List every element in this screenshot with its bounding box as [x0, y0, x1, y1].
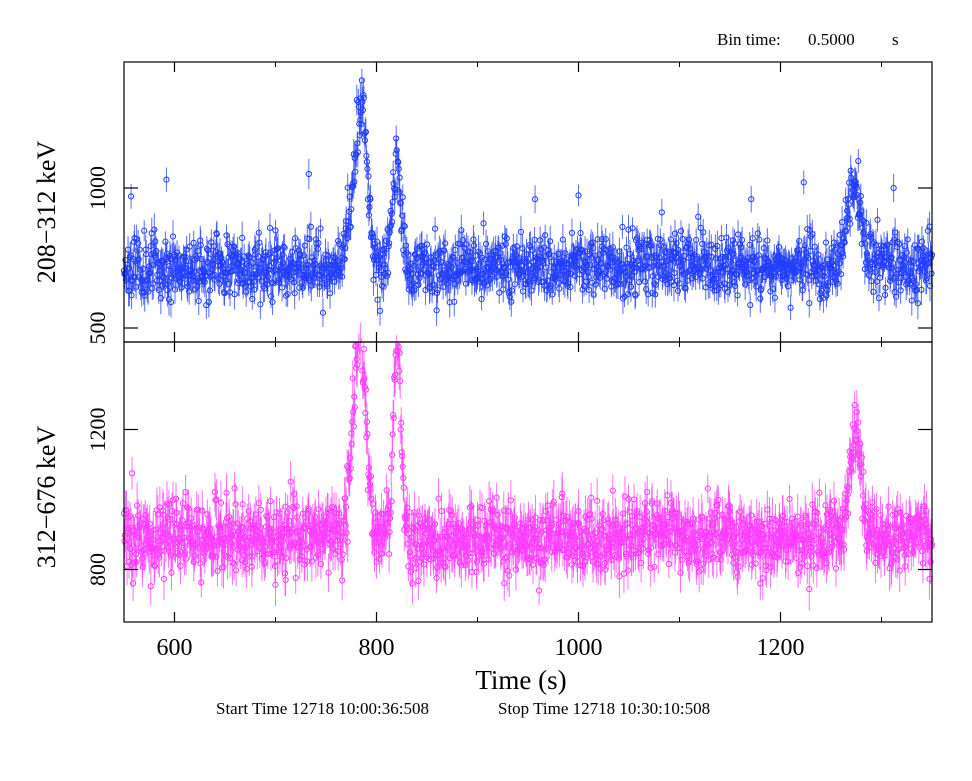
spike-point — [749, 186, 754, 213]
series-point — [578, 222, 583, 245]
series-point — [543, 225, 548, 246]
bottom-series-marks — [121, 323, 934, 610]
series-point — [735, 284, 740, 306]
series-point — [371, 264, 376, 296]
series-point — [788, 295, 793, 320]
top-series-marks — [121, 69, 934, 327]
series-point — [576, 185, 581, 206]
series-point — [659, 199, 664, 226]
spike-point — [164, 168, 169, 192]
series-point — [620, 215, 625, 239]
bin-time-unit: s — [892, 30, 899, 49]
series-point — [875, 208, 880, 232]
series-point — [748, 293, 753, 317]
series-point — [205, 240, 210, 261]
spike-point — [891, 174, 896, 202]
series-point — [232, 279, 237, 310]
series-point — [807, 289, 812, 317]
series-point — [856, 149, 861, 173]
spike-point — [532, 185, 537, 213]
series-point — [267, 213, 272, 242]
bin-time-value: 0.5000 — [808, 30, 855, 49]
series-point — [258, 289, 263, 319]
series-point — [377, 296, 382, 326]
series-point — [198, 226, 203, 255]
series-point — [434, 295, 439, 326]
series-point — [569, 219, 574, 248]
series-point — [481, 212, 486, 236]
series-point — [527, 232, 532, 258]
spike-point — [801, 170, 806, 194]
spike-point — [306, 159, 311, 190]
series-point — [432, 217, 437, 241]
series-point — [807, 214, 812, 247]
series-point — [823, 232, 828, 254]
series-point — [905, 228, 910, 250]
series-point — [320, 298, 325, 327]
bin-time-label: Bin time: — [717, 30, 781, 49]
